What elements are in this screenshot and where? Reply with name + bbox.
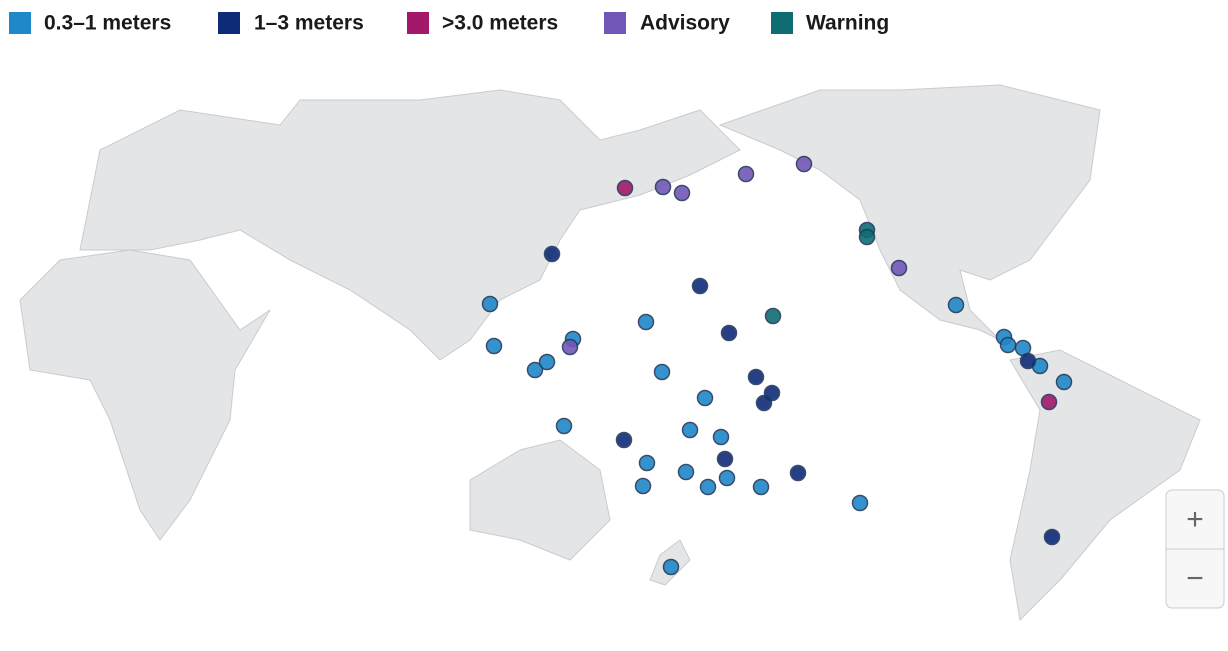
tsunami-marker[interactable]	[716, 450, 734, 468]
tsunami-marker[interactable]	[696, 389, 714, 407]
zoom-in[interactable]: +	[1186, 503, 1204, 536]
tsunami-marker[interactable]	[1040, 393, 1058, 411]
tsunami-marker[interactable]	[747, 368, 765, 386]
tsunami-marker[interactable]	[890, 259, 908, 277]
legend-swatch	[771, 12, 793, 34]
south-america	[1009, 349, 1201, 622]
tsunami-marker[interactable]	[681, 421, 699, 439]
legend-label: 1–3 meters	[254, 12, 364, 35]
tsunami-marker[interactable]	[615, 431, 633, 449]
tsunami-marker[interactable]	[638, 454, 656, 472]
tsunami-marker[interactable]	[789, 464, 807, 482]
tsunami-marker[interactable]	[485, 337, 503, 355]
tsunami-marker[interactable]	[712, 428, 730, 446]
legend-label: 0.3–1 meters	[44, 12, 171, 35]
tsunami-marker[interactable]	[673, 184, 691, 202]
tsunami-marker[interactable]	[561, 338, 579, 356]
tsunami-marker[interactable]	[691, 277, 709, 295]
tsunami-marker[interactable]	[1043, 528, 1061, 546]
tsunami-marker[interactable]	[795, 155, 813, 173]
tsunami-marker[interactable]	[616, 179, 634, 197]
tsunami-marker[interactable]	[718, 469, 736, 487]
tsunami-marker[interactable]	[526, 361, 544, 379]
africa	[19, 249, 271, 541]
legend-label: >3.0 meters	[442, 12, 558, 35]
legend: 0.3–1 meters 1–3 meters >3.0 meters Advisor…	[9, 12, 889, 35]
legend-swatch	[407, 12, 429, 34]
tsunami-marker[interactable]	[1019, 352, 1037, 370]
tsunami-marker[interactable]	[481, 295, 499, 313]
tsunami-marker[interactable]	[543, 245, 561, 263]
eurasia	[79, 89, 741, 361]
tsunami-marker[interactable]	[662, 558, 680, 576]
tsunami-marker[interactable]	[1055, 373, 1073, 391]
north-america	[718, 84, 1101, 341]
tsunami-marker[interactable]	[755, 394, 773, 412]
tsunami-marker[interactable]	[677, 463, 695, 481]
legend-swatch	[9, 12, 31, 34]
tsunami-marker[interactable]	[653, 363, 671, 381]
legend-label: Advisory	[640, 12, 730, 35]
legend-swatch	[218, 12, 240, 34]
tsunami-marker[interactable]	[764, 307, 782, 325]
tsunami-marker[interactable]	[637, 313, 655, 331]
tsunami-marker[interactable]	[999, 336, 1017, 354]
tsunami-marker[interactable]	[720, 324, 738, 342]
tsunami-marker[interactable]	[555, 417, 573, 435]
tsunami-marker[interactable]	[737, 165, 755, 183]
zoom-control: + −	[1165, 489, 1225, 609]
zoom-out[interactable]: −	[1186, 562, 1204, 595]
legend-label: Warning	[806, 12, 889, 35]
tsunami-marker[interactable]	[699, 478, 717, 496]
legend-swatch	[604, 12, 626, 34]
tsunami-marker[interactable]	[634, 477, 652, 495]
tsunami-marker[interactable]	[851, 494, 869, 512]
tsunami-marker[interactable]	[947, 296, 965, 314]
tsunami-marker[interactable]	[654, 178, 672, 196]
markers	[481, 155, 1073, 576]
tsunami-marker[interactable]	[858, 228, 876, 246]
australia	[469, 439, 611, 561]
tsunami-marker[interactable]	[752, 478, 770, 496]
tsunami-marker[interactable]	[538, 353, 556, 371]
